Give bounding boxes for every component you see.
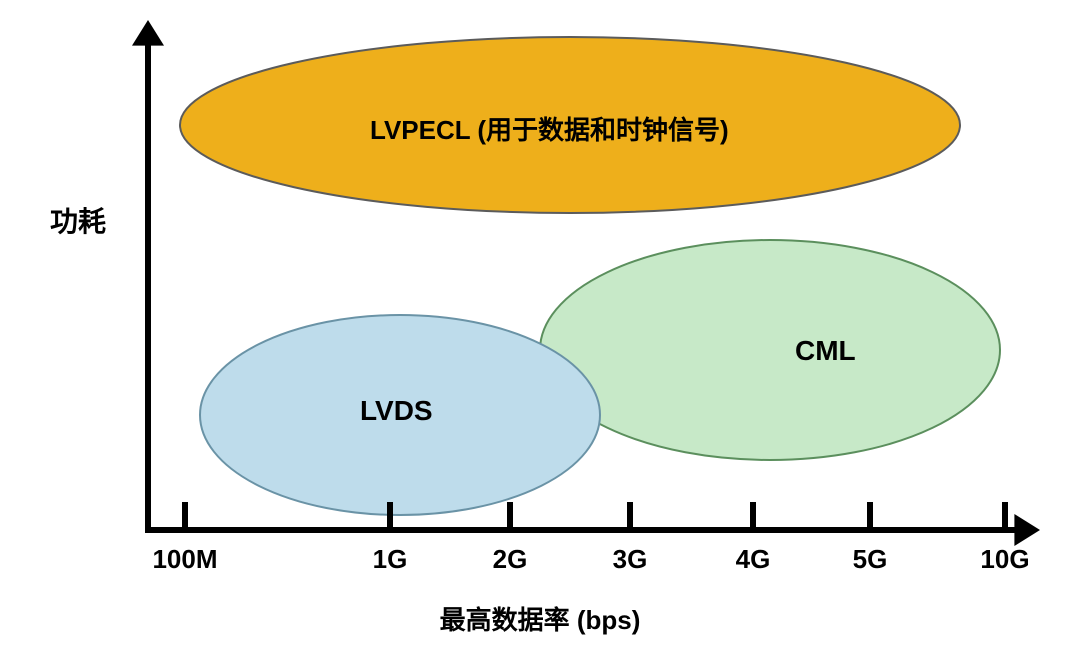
cml-label: CML [795, 335, 856, 367]
x-tick-label: 10G [980, 544, 1029, 575]
y-axis-label: 功耗 [50, 200, 106, 240]
x-tick-label: 3G [613, 544, 648, 575]
x-tick-label: 2G [493, 544, 528, 575]
chart-overlay: LVPECL (用于数据和时钟信号) CML LVDS 100M 1G 2G 3G 4G 5G 1… [0, 0, 1074, 646]
lvds-label: LVDS [360, 395, 433, 427]
x-tick-label: 100M [152, 544, 217, 575]
x-axis-label: 最高数据率 (bps) [440, 600, 641, 637]
x-tick-label: 4G [736, 544, 771, 575]
x-tick-label: 5G [853, 544, 888, 575]
lvpecl-label: LVPECL (用于数据和时钟信号) [370, 110, 729, 147]
x-tick-label: 1G [373, 544, 408, 575]
